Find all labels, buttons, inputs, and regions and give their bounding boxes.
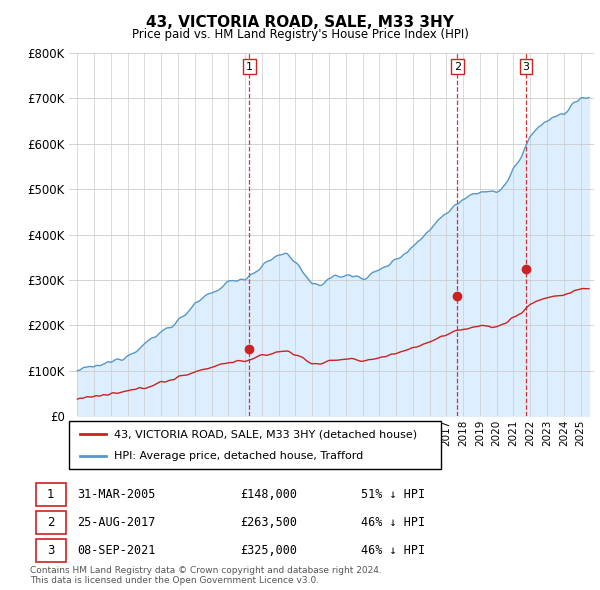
Text: 25-AUG-2017: 25-AUG-2017 bbox=[77, 516, 155, 529]
Text: 43, VICTORIA ROAD, SALE, M33 3HY: 43, VICTORIA ROAD, SALE, M33 3HY bbox=[146, 15, 454, 30]
Text: 2: 2 bbox=[47, 516, 55, 529]
FancyBboxPatch shape bbox=[35, 539, 66, 562]
Text: 46% ↓ HPI: 46% ↓ HPI bbox=[361, 544, 425, 557]
Text: £325,000: £325,000 bbox=[240, 544, 297, 557]
Text: 08-SEP-2021: 08-SEP-2021 bbox=[77, 544, 155, 557]
Text: 1: 1 bbox=[47, 489, 55, 502]
Text: 2: 2 bbox=[454, 62, 461, 72]
FancyBboxPatch shape bbox=[35, 483, 66, 506]
Text: 1: 1 bbox=[246, 62, 253, 72]
Text: £148,000: £148,000 bbox=[240, 489, 297, 502]
FancyBboxPatch shape bbox=[69, 421, 441, 469]
Text: Contains HM Land Registry data © Crown copyright and database right 2024.
This d: Contains HM Land Registry data © Crown c… bbox=[30, 566, 382, 585]
Text: HPI: Average price, detached house, Trafford: HPI: Average price, detached house, Traf… bbox=[113, 451, 363, 461]
FancyBboxPatch shape bbox=[35, 511, 66, 535]
Text: 3: 3 bbox=[523, 62, 530, 72]
Text: 51% ↓ HPI: 51% ↓ HPI bbox=[361, 489, 425, 502]
Text: 46% ↓ HPI: 46% ↓ HPI bbox=[361, 516, 425, 529]
Text: 3: 3 bbox=[47, 544, 55, 557]
Text: 43, VICTORIA ROAD, SALE, M33 3HY (detached house): 43, VICTORIA ROAD, SALE, M33 3HY (detach… bbox=[113, 429, 417, 439]
Text: £263,500: £263,500 bbox=[240, 516, 297, 529]
Text: 31-MAR-2005: 31-MAR-2005 bbox=[77, 489, 155, 502]
Text: Price paid vs. HM Land Registry's House Price Index (HPI): Price paid vs. HM Land Registry's House … bbox=[131, 28, 469, 41]
